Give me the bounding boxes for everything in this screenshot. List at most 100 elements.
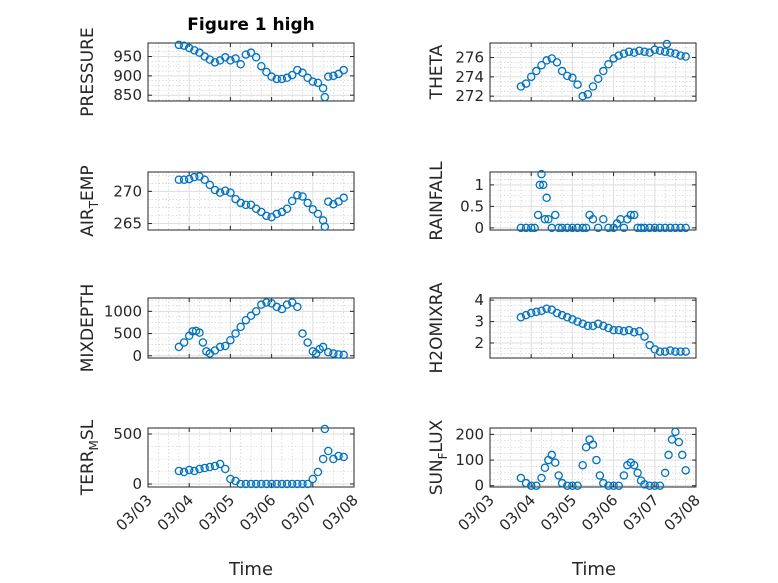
data-point [267,479,276,489]
y-tick-label: 1 [474,176,484,194]
data-point [257,479,266,489]
data-point [257,61,266,71]
y-tick-label: 0 [474,477,484,495]
data-point [604,481,613,490]
data-point [329,199,338,209]
data-point [540,463,550,473]
x-tick-label: 03/07 [277,491,320,534]
data-point [287,70,297,80]
data-point [226,474,235,484]
data-point [320,222,330,232]
data-point [573,481,582,490]
data-point [578,460,587,470]
data-point [318,454,328,464]
data-point [313,209,323,219]
data-point [633,468,642,478]
x-tick-label: 03/03 [113,491,156,534]
data-point [629,48,639,57]
data-point [516,473,526,483]
data-point [293,190,302,200]
data-point [540,215,550,224]
data-point [320,424,330,434]
data-point [557,310,567,320]
data-point [650,45,660,55]
data-point [640,332,649,341]
data-point [334,350,343,359]
data-point [592,455,601,465]
x-tick-label: 03/04 [496,491,539,534]
data-point [282,204,292,213]
data-point [200,175,209,184]
axes-box [147,297,355,359]
y-axis-label: THETA [427,44,447,100]
y-tick-label: 276 [455,49,484,67]
data-point [542,193,551,203]
data-point [671,427,680,437]
y-tick-label: 100 [455,451,484,469]
data-point [563,223,572,233]
data-point [563,71,572,81]
data-point [526,72,536,82]
data-point [535,180,545,190]
data-point [308,205,318,214]
data-point [339,193,348,203]
data-point [174,342,184,352]
subplot-sun_flux: 0 100 200 SUNFLUX03/0303/0403/0503/0603/070… [427,419,704,534]
data-point [660,468,670,478]
data-point [538,180,548,190]
data-point [184,174,194,184]
data-point [226,335,235,345]
data-point [599,66,608,76]
data-point [533,210,543,220]
data-point [585,435,594,444]
data-point [557,223,567,233]
data-point [210,461,220,471]
data-point [236,198,245,208]
data-point [179,175,189,184]
data-point [521,310,531,320]
data-point [205,180,215,190]
y-axis-label: AIRTEMP [78,165,101,236]
data-point [593,223,603,233]
data-point [655,481,665,490]
data-point [578,319,587,328]
data-point [526,223,536,233]
y-axis-label: RAINFALL [427,161,447,241]
x-tick-label: 03/05 [537,491,580,534]
data-point [537,60,546,70]
data-point [583,89,593,99]
x-tick-label: 03/06 [236,491,279,534]
data-point [530,223,539,233]
data-point [179,467,189,477]
data-point [526,308,536,318]
data-point [547,450,557,460]
data-point [599,478,608,488]
data-point [215,459,225,469]
data-point [624,325,634,335]
data-point [215,188,225,197]
data-point [318,83,328,93]
data-point [640,47,649,56]
data-point [588,82,598,91]
data-point [262,211,271,221]
data-point [619,471,629,480]
data-point [298,329,307,338]
data-point [200,463,209,473]
y-tick-label: 2 [474,334,484,352]
data-point [581,223,591,233]
y-axis-label: TERRMSL [78,419,101,496]
x-axis-label-left: Time [228,559,273,580]
data-point [609,325,618,335]
data-point [313,78,323,88]
data-point [516,223,526,233]
data-point [257,300,266,309]
x-tick-label: 03/08 [319,491,362,534]
data-point [614,51,624,60]
data-point [272,302,281,312]
data-point [599,215,608,224]
y-tick-label: 0 [474,219,484,237]
data-point [573,317,582,326]
data-point [583,321,593,331]
data-point [339,350,348,360]
y-tick-label: 270 [113,182,142,200]
